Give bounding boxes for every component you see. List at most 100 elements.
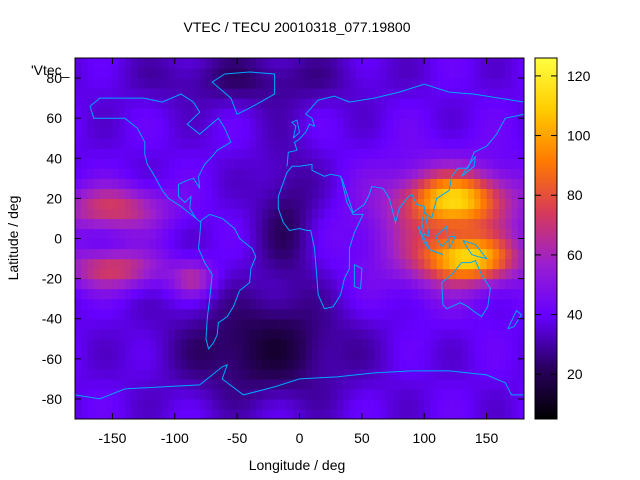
heatmap-cell	[305, 358, 313, 370]
heatmap-cell	[187, 278, 195, 290]
colorbar-tick-label: 100	[567, 128, 591, 144]
heatmap-cell	[224, 368, 232, 380]
heatmap-cell	[492, 368, 500, 380]
heatmap-cell	[87, 98, 95, 109]
heatmap-cell	[249, 208, 257, 220]
heatmap-cell	[405, 208, 413, 220]
heatmap-cell	[274, 348, 282, 360]
heatmap-cell	[411, 268, 419, 280]
heatmap-cell	[287, 318, 294, 330]
heatmap-cell	[374, 58, 382, 69]
heatmap-cell	[118, 278, 126, 290]
heatmap-cell	[343, 308, 350, 320]
heatmap-cell	[187, 408, 195, 419]
heatmap-cell	[299, 398, 307, 410]
heatmap-cell	[274, 278, 282, 290]
heatmap-cell	[112, 238, 120, 250]
heatmap-cell	[168, 268, 176, 280]
heatmap-cell	[162, 148, 170, 159]
heatmap-cell	[318, 158, 326, 169]
heatmap-cell	[461, 98, 469, 109]
heatmap-cell	[268, 98, 276, 109]
heatmap-cell	[368, 368, 375, 380]
heatmap-cell	[174, 288, 182, 300]
heatmap-cell	[287, 238, 294, 250]
heatmap-cell	[480, 258, 488, 270]
heatmap-cell	[449, 68, 457, 79]
heatmap-cell	[417, 318, 425, 330]
heatmap-cell	[361, 88, 369, 99]
heatmap-cell	[156, 78, 163, 89]
heatmap-cell	[224, 288, 232, 300]
heatmap-cell	[205, 348, 213, 360]
heatmap-cell	[467, 68, 475, 79]
heatmap-cell	[318, 78, 326, 89]
heatmap-cell	[436, 298, 444, 310]
heatmap-cell	[355, 198, 363, 210]
heatmap-cell	[224, 378, 232, 390]
heatmap-cell	[212, 358, 220, 370]
heatmap-cell	[75, 348, 82, 360]
heatmap-cell	[106, 128, 114, 139]
heatmap-cell	[205, 128, 213, 139]
heatmap-cell	[230, 288, 238, 300]
heatmap-cell	[461, 328, 469, 340]
heatmap-cell	[417, 308, 425, 320]
heatmap-cell	[143, 108, 151, 119]
heatmap-cell	[118, 318, 126, 330]
heatmap-cell	[430, 348, 438, 360]
heatmap-cell	[162, 398, 170, 410]
heatmap-cell	[268, 228, 276, 240]
heatmap-cell	[293, 238, 301, 250]
heatmap-cell	[112, 288, 120, 300]
heatmap-cell	[374, 248, 382, 260]
heatmap-cell	[237, 278, 244, 290]
heatmap-cell	[174, 208, 182, 220]
heatmap-cell	[168, 128, 176, 139]
heatmap-cell	[405, 258, 413, 270]
heatmap-cell	[324, 358, 332, 370]
heatmap-cell	[106, 398, 114, 410]
heatmap-cell	[81, 388, 89, 400]
heatmap-cell	[187, 58, 195, 69]
heatmap-cell	[399, 78, 407, 89]
heatmap-cell	[99, 278, 107, 290]
heatmap-cell	[417, 258, 425, 270]
x-tick-label: -100	[161, 430, 189, 446]
heatmap-cell	[442, 138, 450, 149]
heatmap-cell	[187, 308, 195, 320]
heatmap-cell	[368, 388, 375, 400]
heatmap-cell	[118, 198, 126, 210]
heatmap-cell	[262, 138, 269, 149]
heatmap-cell	[305, 198, 313, 210]
heatmap-cell	[143, 168, 151, 179]
heatmap-cell	[424, 168, 432, 179]
heatmap-cell	[181, 118, 188, 129]
heatmap-cell	[131, 398, 138, 410]
heatmap-cell	[280, 88, 288, 99]
heatmap-cell	[199, 128, 207, 139]
heatmap-cell	[118, 158, 126, 169]
heatmap-cell	[455, 118, 463, 129]
heatmap-cell	[193, 288, 201, 300]
heatmap-cell	[168, 308, 176, 320]
heatmap-cell	[499, 68, 506, 79]
heatmap-cell	[467, 228, 475, 240]
heatmap-cell	[156, 358, 163, 370]
heatmap-cell	[268, 328, 276, 340]
coastline	[431, 250, 444, 255]
heatmap-cell	[299, 168, 307, 179]
heatmap-cell	[386, 158, 394, 169]
heatmap-cell	[405, 318, 413, 330]
heatmap-cell	[112, 218, 120, 230]
y-tick-label: -80	[42, 391, 62, 407]
heatmap-cell	[280, 318, 288, 330]
heatmap-cell	[343, 408, 350, 419]
heatmap-cell	[99, 348, 107, 360]
heatmap-cell	[424, 388, 432, 400]
heatmap-cell	[511, 368, 519, 380]
heatmap-cell	[499, 168, 506, 179]
heatmap-cell	[181, 108, 188, 119]
heatmap-cell	[349, 318, 357, 330]
heatmap-cell	[449, 318, 457, 330]
